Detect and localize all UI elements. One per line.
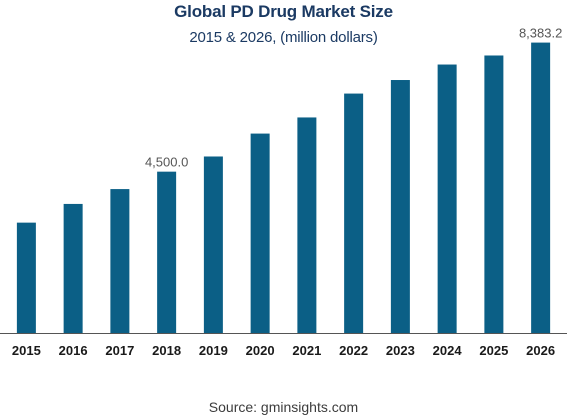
data-label-2018: 4,500.0 xyxy=(145,155,188,170)
x-tick-label-2017: 2017 xyxy=(105,343,134,358)
x-tick-label-2022: 2022 xyxy=(339,343,368,358)
chart-title: Global PD Drug Market Size xyxy=(174,2,393,21)
bar-2022 xyxy=(344,93,364,333)
x-tick-label-2018: 2018 xyxy=(152,343,181,358)
bar-2018 xyxy=(157,171,177,333)
bar-2019 xyxy=(203,156,223,333)
bar-2016 xyxy=(63,203,83,333)
bar-2024 xyxy=(437,64,457,333)
x-tick-label-2021: 2021 xyxy=(292,343,321,358)
chart-subtitle: 2015 & 2026, (million dollars) xyxy=(189,29,378,46)
bar-2025 xyxy=(484,55,504,334)
bar-2017 xyxy=(110,189,130,333)
source-note: Source: gminsights.com xyxy=(208,399,359,415)
x-tick-label-2019: 2019 xyxy=(199,343,228,358)
data-labels: 4,500.0 8,383.2 xyxy=(145,26,562,170)
x-tick-label-2020: 2020 xyxy=(246,343,275,358)
x-tick-label-2016: 2016 xyxy=(59,343,88,358)
bar-2023 xyxy=(390,80,410,334)
bar-2015 xyxy=(16,222,36,333)
x-tick-label-2024: 2024 xyxy=(433,343,463,358)
x-tick-label-2026: 2026 xyxy=(526,343,555,358)
data-label-2026: 8,383.2 xyxy=(519,26,562,41)
x-tick-label-2015: 2015 xyxy=(12,343,41,358)
bar-2020 xyxy=(250,133,270,333)
x-tick-labels: 2015 2016 2017 2018 2019 2020 2021 2022 2023 2024… xyxy=(12,343,555,358)
x-tick-label-2023: 2023 xyxy=(386,343,415,358)
x-tick-label-2025: 2025 xyxy=(479,343,508,358)
bar-2026 xyxy=(531,42,551,334)
bars-group xyxy=(16,42,551,334)
bar-2021 xyxy=(297,117,317,333)
